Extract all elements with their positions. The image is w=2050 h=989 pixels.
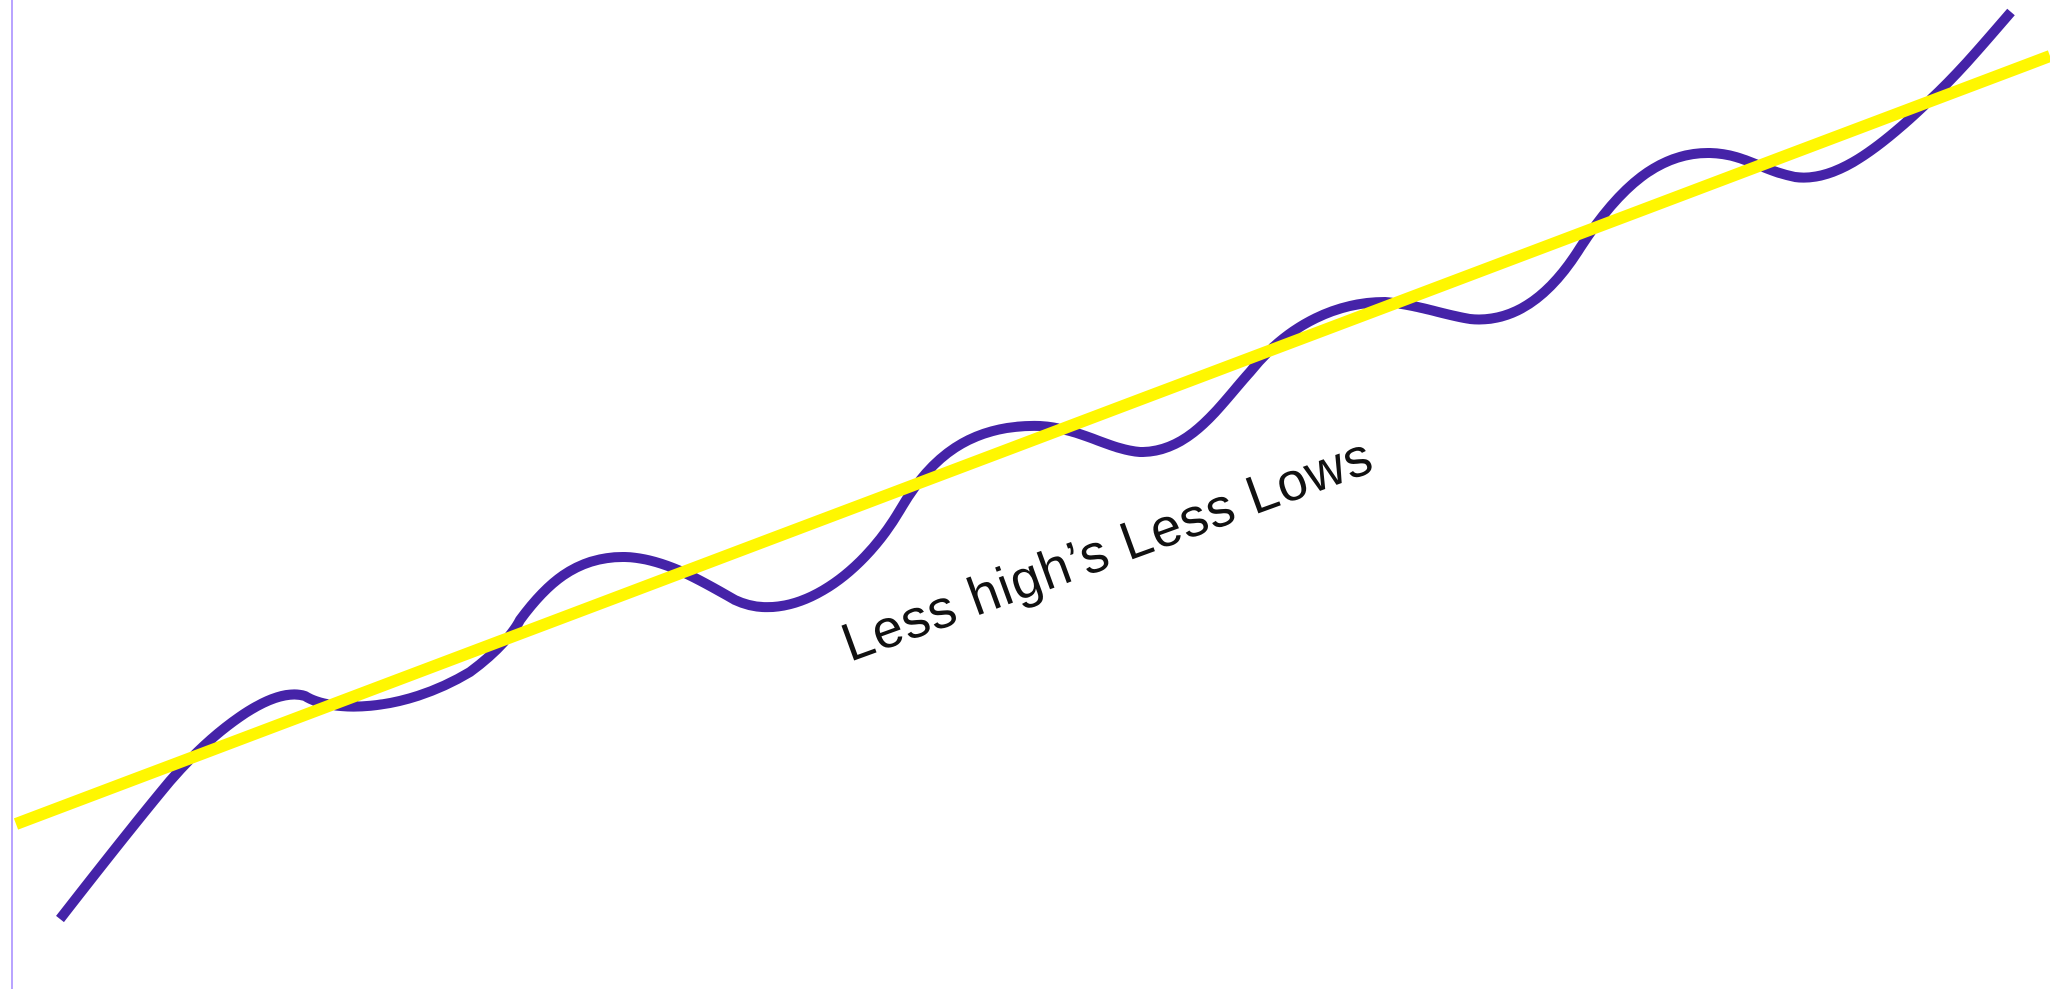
annotation-label: Less high’s Less Lows <box>834 425 1381 673</box>
trend-line <box>13 50 2050 830</box>
wavy-price-line <box>56 8 2015 923</box>
